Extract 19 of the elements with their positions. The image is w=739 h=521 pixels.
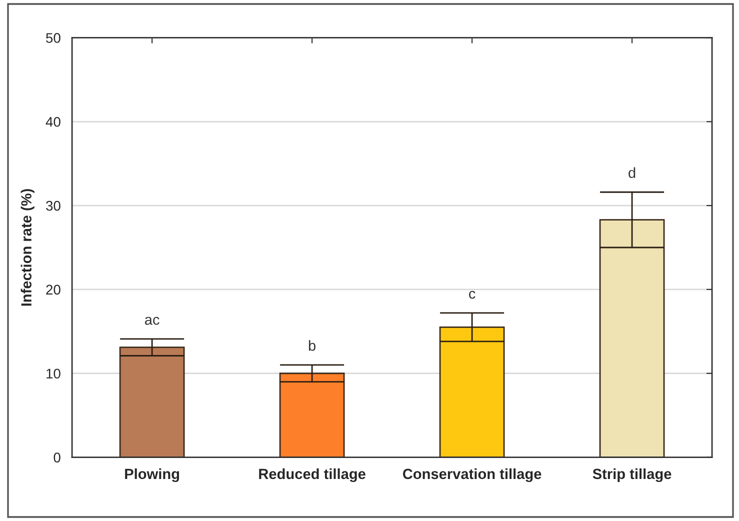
y-tick-label: 50 <box>46 33 60 43</box>
x-tick-label: Reduced tillage <box>259 468 366 482</box>
annotation: d <box>628 167 636 178</box>
bar <box>599 219 665 458</box>
y-tick-label: 10 <box>46 368 60 379</box>
x-tick-label: Strip tillage <box>592 468 672 482</box>
y-tick-label: 30 <box>46 200 60 211</box>
annotation: b <box>308 340 316 351</box>
bar <box>439 326 505 458</box>
y-tick-label: 20 <box>46 284 60 295</box>
annotation: ac <box>144 316 160 325</box>
y-axis-title: Infection rate (%) <box>20 189 34 306</box>
y-tick-label: 40 <box>46 116 60 127</box>
x-tick-label: Conservation tillage <box>402 468 542 482</box>
annotation: c <box>469 290 476 299</box>
y-tick-label: 0 <box>54 452 60 462</box>
bar <box>119 346 185 458</box>
x-tick-label: Plowing <box>125 468 180 482</box>
bar <box>279 372 345 458</box>
